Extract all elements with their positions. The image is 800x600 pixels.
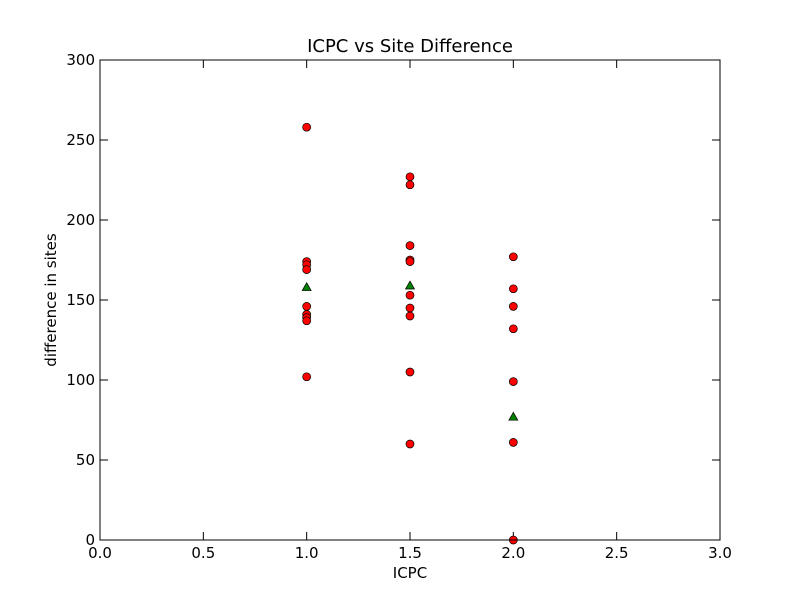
data-point-circle	[405, 311, 415, 321]
chart-title: ICPC vs Site Difference	[307, 36, 513, 57]
data-point-circle	[405, 290, 415, 300]
data-point-circle	[302, 316, 312, 326]
x-tick-label: 3.0	[708, 544, 732, 562]
y-tick-label: 300	[66, 51, 95, 69]
y-tick-label: 150	[66, 291, 95, 309]
data-point-circle	[302, 372, 312, 382]
y-tick-label: 0	[85, 531, 95, 549]
data-points	[301, 122, 519, 545]
x-tick-label: 2.0	[501, 544, 525, 562]
y-tick-label: 250	[66, 131, 95, 149]
x-tick-label: 0.0	[88, 544, 112, 562]
data-point-circle	[508, 324, 518, 334]
data-point-circle	[405, 257, 415, 266]
data-point-circle	[302, 265, 312, 274]
x-tick-label: 1.5	[398, 544, 422, 562]
data-point-circle	[508, 438, 518, 447]
data-point-circle	[405, 180, 415, 190]
data-point-triangle	[508, 411, 519, 421]
data-point-circle	[508, 302, 518, 311]
data-point-circle	[302, 122, 312, 132]
plot-frame	[99, 59, 721, 541]
y-tick-label: 50	[76, 451, 95, 469]
data-point-triangle	[404, 280, 416, 290]
data-point-circle	[508, 252, 518, 262]
axis-ticks: 0.0 0.5 1.0 1.5 2.0 2.5 3.0 0 50 100 150 200 250 300	[66, 51, 732, 562]
data-point-circle	[405, 241, 415, 250]
data-point-circle	[508, 377, 518, 386]
data-point-circle	[405, 172, 415, 182]
data-point-circle	[508, 284, 518, 294]
data-point-circle	[405, 303, 415, 313]
x-axis-label: ICPC	[393, 564, 427, 582]
y-tick-label: 200	[66, 211, 95, 229]
data-point-circle	[405, 439, 415, 449]
data-point-circle	[405, 367, 415, 377]
x-tick-label: 1.0	[295, 544, 319, 562]
y-axis-label: difference in sites	[42, 233, 60, 367]
y-tick-label: 100	[66, 371, 95, 389]
x-tick-label: 2.5	[605, 544, 629, 562]
data-point-circle	[302, 302, 312, 311]
x-tick-label: 0.5	[191, 544, 215, 562]
data-point-triangle	[301, 281, 312, 291]
